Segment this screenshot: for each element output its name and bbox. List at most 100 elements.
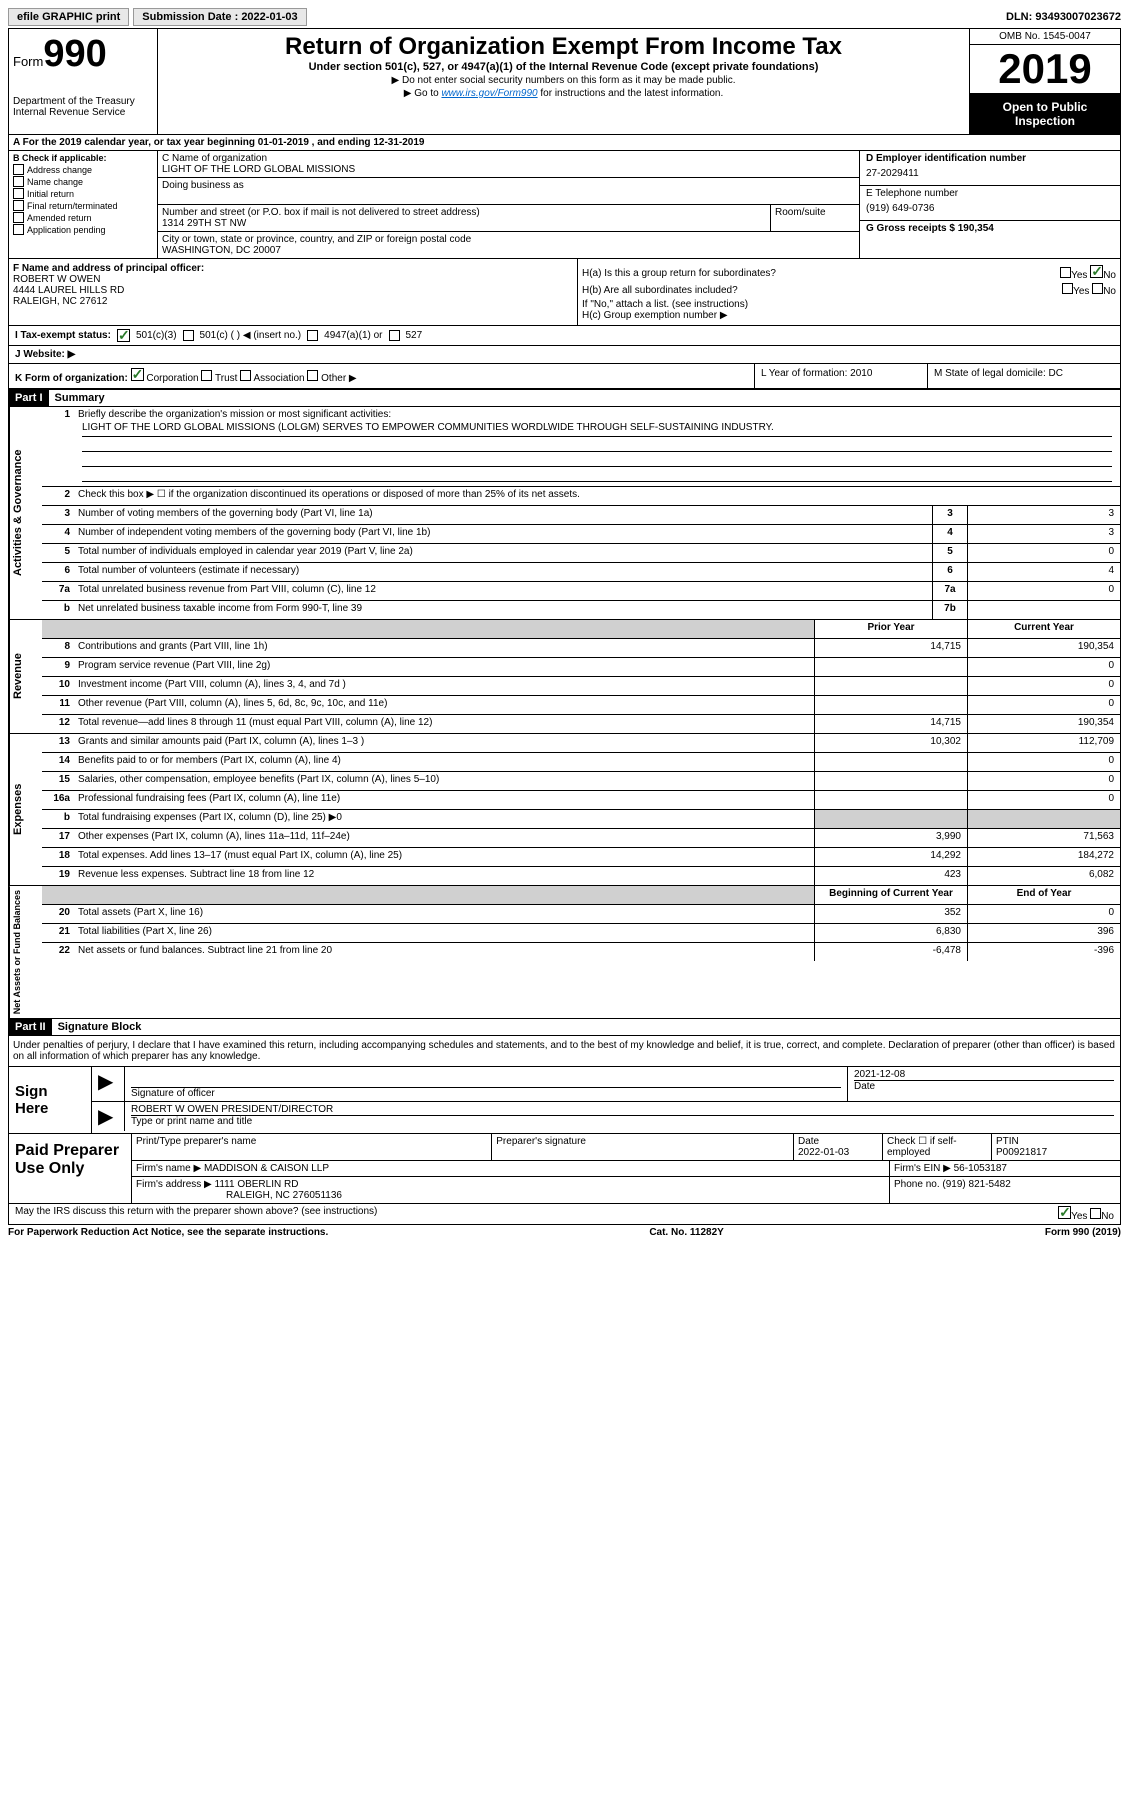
- ha-no[interactable]: [1090, 265, 1103, 278]
- hb-yes[interactable]: [1062, 283, 1073, 294]
- table-row: 9Program service revenue (Part VIII, lin…: [42, 658, 1120, 677]
- mission-text: LIGHT OF THE LORD GLOBAL MISSIONS (LOLGM…: [82, 422, 1112, 437]
- col-c: C Name of organization LIGHT OF THE LORD…: [158, 151, 859, 258]
- firm-ein: 56-1053187: [954, 1163, 1007, 1174]
- firm-name-label: Firm's name ▶: [136, 1163, 201, 1174]
- chk-other[interactable]: [307, 370, 318, 381]
- table-row: 16aProfessional fundraising fees (Part I…: [42, 791, 1120, 810]
- sig-officer-label: Signature of officer: [131, 1087, 841, 1099]
- header-left: Form990 Department of the Treasury Inter…: [9, 29, 158, 134]
- paid-preparer-label: Paid Preparer Use Only: [9, 1134, 132, 1203]
- discuss-no[interactable]: [1090, 1208, 1101, 1219]
- opt-527: 527: [406, 330, 423, 341]
- gross-receipts: G Gross receipts $ 190,354: [860, 221, 1120, 236]
- page-footer: For Paperwork Reduction Act Notice, see …: [8, 1225, 1121, 1240]
- hb-note: If "No," attach a list. (see instruction…: [582, 299, 1116, 310]
- form-number: 990: [43, 33, 106, 75]
- room-label: Room/suite: [771, 205, 859, 231]
- irs-label: Internal Revenue Service: [13, 107, 153, 118]
- signature-block: Under penalties of perjury, I declare th…: [8, 1035, 1121, 1225]
- checkbox-name-change[interactable]: [13, 176, 24, 187]
- efile-button[interactable]: efile GRAPHIC print: [8, 8, 129, 26]
- chk-501c3[interactable]: [117, 329, 130, 342]
- checkbox-address-change[interactable]: [13, 164, 24, 175]
- hb-no[interactable]: [1092, 283, 1103, 294]
- top-bar: efile GRAPHIC print Submission Date : 20…: [8, 8, 1121, 26]
- form-title: Return of Organization Exempt From Incom…: [162, 33, 965, 61]
- chk-4947[interactable]: [307, 330, 318, 341]
- ptin-label: PTIN: [996, 1136, 1019, 1147]
- public-inspection: Open to Public Inspection: [970, 94, 1120, 134]
- prep-date: 2022-01-03: [798, 1147, 849, 1158]
- discuss-yes[interactable]: [1058, 1206, 1071, 1219]
- dba-label: Doing business as: [162, 180, 855, 191]
- sig-date-label: Date: [854, 1080, 1114, 1092]
- checkbox-initial-return[interactable]: [13, 188, 24, 199]
- firm-phone: (919) 821-5482: [942, 1179, 1010, 1190]
- sig-intro: Under penalties of perjury, I declare th…: [9, 1036, 1120, 1067]
- tax-year: 2019: [970, 45, 1120, 94]
- table-row: 15Salaries, other compensation, employee…: [42, 772, 1120, 791]
- chk-527[interactable]: [389, 330, 400, 341]
- header-right: OMB No. 1545-0047 2019 Open to Public In…: [969, 29, 1120, 134]
- opt-address-change: Address change: [27, 165, 92, 175]
- part2-label: Part II: [9, 1019, 52, 1035]
- opt-4947: 4947(a)(1) or: [324, 330, 382, 341]
- row-j: J Website: ▶: [8, 346, 1121, 364]
- ein-label: D Employer identification number: [866, 153, 1114, 164]
- form-note1: ▶ Do not enter social security numbers o…: [162, 75, 965, 86]
- table-row: 21Total liabilities (Part X, line 26)6,8…: [42, 924, 1120, 943]
- side-governance: Activities & Governance: [9, 407, 42, 619]
- checkbox-amended[interactable]: [13, 212, 24, 223]
- prep-name-label: Print/Type preparer's name: [132, 1134, 492, 1160]
- col-f: F Name and address of principal officer:…: [9, 259, 578, 325]
- q2-label: Check this box ▶ ☐ if the organization d…: [74, 487, 1120, 505]
- officer-addr1: 4444 LAUREL HILLS RD: [13, 285, 573, 296]
- table-row: 18Total expenses. Add lines 13–17 (must …: [42, 848, 1120, 867]
- ptin-value: P00921817: [996, 1147, 1047, 1158]
- website-label: J Website: ▶: [15, 349, 75, 360]
- table-row: 6Total number of volunteers (estimate if…: [42, 563, 1120, 582]
- form-note2: ▶ Go to www.irs.gov/Form990 for instruct…: [162, 88, 965, 99]
- firm-addr2: RALEIGH, NC 276051136: [226, 1190, 342, 1201]
- officer-label: F Name and address of principal officer:: [13, 263, 573, 274]
- table-row: 12Total revenue—add lines 8 through 11 (…: [42, 715, 1120, 733]
- addr-label: Number and street (or P.O. box if mail i…: [162, 207, 766, 218]
- chk-assoc[interactable]: [240, 370, 251, 381]
- submission-date: Submission Date : 2022-01-03: [133, 8, 306, 26]
- table-row: bNet unrelated business taxable income f…: [42, 601, 1120, 619]
- opt-initial-return: Initial return: [27, 189, 74, 199]
- city-value: WASHINGTON, DC 20007: [162, 245, 855, 256]
- irs-link[interactable]: www.irs.gov/Form990: [441, 88, 537, 99]
- chk-501c[interactable]: [183, 330, 194, 341]
- omb-number: OMB No. 1545-0047: [970, 29, 1120, 45]
- hb-label: H(b) Are all subordinates included?: [582, 285, 738, 296]
- table-row: 13Grants and similar amounts paid (Part …: [42, 734, 1120, 753]
- begin-year-header: Beginning of Current Year: [814, 886, 967, 904]
- officer-name-title: ROBERT W OWEN PRESIDENT/DIRECTOR: [131, 1104, 1114, 1115]
- chk-trust[interactable]: [201, 370, 212, 381]
- checkbox-app-pending[interactable]: [13, 224, 24, 235]
- note2-pre: ▶ Go to: [404, 88, 442, 99]
- prep-sig-label: Preparer's signature: [492, 1134, 794, 1160]
- prior-year-header: Prior Year: [814, 620, 967, 638]
- note2-post: for instructions and the latest informat…: [538, 88, 724, 99]
- firm-addr1: 1111 OBERLIN RD: [215, 1179, 299, 1190]
- table-row: bTotal fundraising expenses (Part IX, co…: [42, 810, 1120, 829]
- sig-date: 2021-12-08: [854, 1069, 1114, 1080]
- firm-ein-label: Firm's EIN ▶: [894, 1163, 951, 1174]
- chk-corp[interactable]: [131, 368, 144, 381]
- form-subtitle: Under section 501(c), 527, or 4947(a)(1)…: [162, 61, 965, 73]
- part2-title: Signature Block: [52, 1019, 148, 1035]
- street-address: 1314 29TH ST NW: [162, 218, 766, 229]
- row-k: K Form of organization: Corporation Trus…: [8, 364, 1121, 389]
- prep-self-employed: Check ☐ if self-employed: [883, 1134, 992, 1160]
- checkbox-final-return[interactable]: [13, 200, 24, 211]
- dln-text: DLN: 93493007023672: [1006, 11, 1121, 23]
- opt-assoc: Association: [253, 373, 304, 384]
- section-bcd: B Check if applicable: Address change Na…: [8, 151, 1121, 259]
- table-row: 4Number of independent voting members of…: [42, 525, 1120, 544]
- footer-center: Cat. No. 11282Y: [649, 1227, 723, 1238]
- ha-yes[interactable]: [1060, 267, 1071, 278]
- part1-header: Part I Summary: [8, 389, 1121, 406]
